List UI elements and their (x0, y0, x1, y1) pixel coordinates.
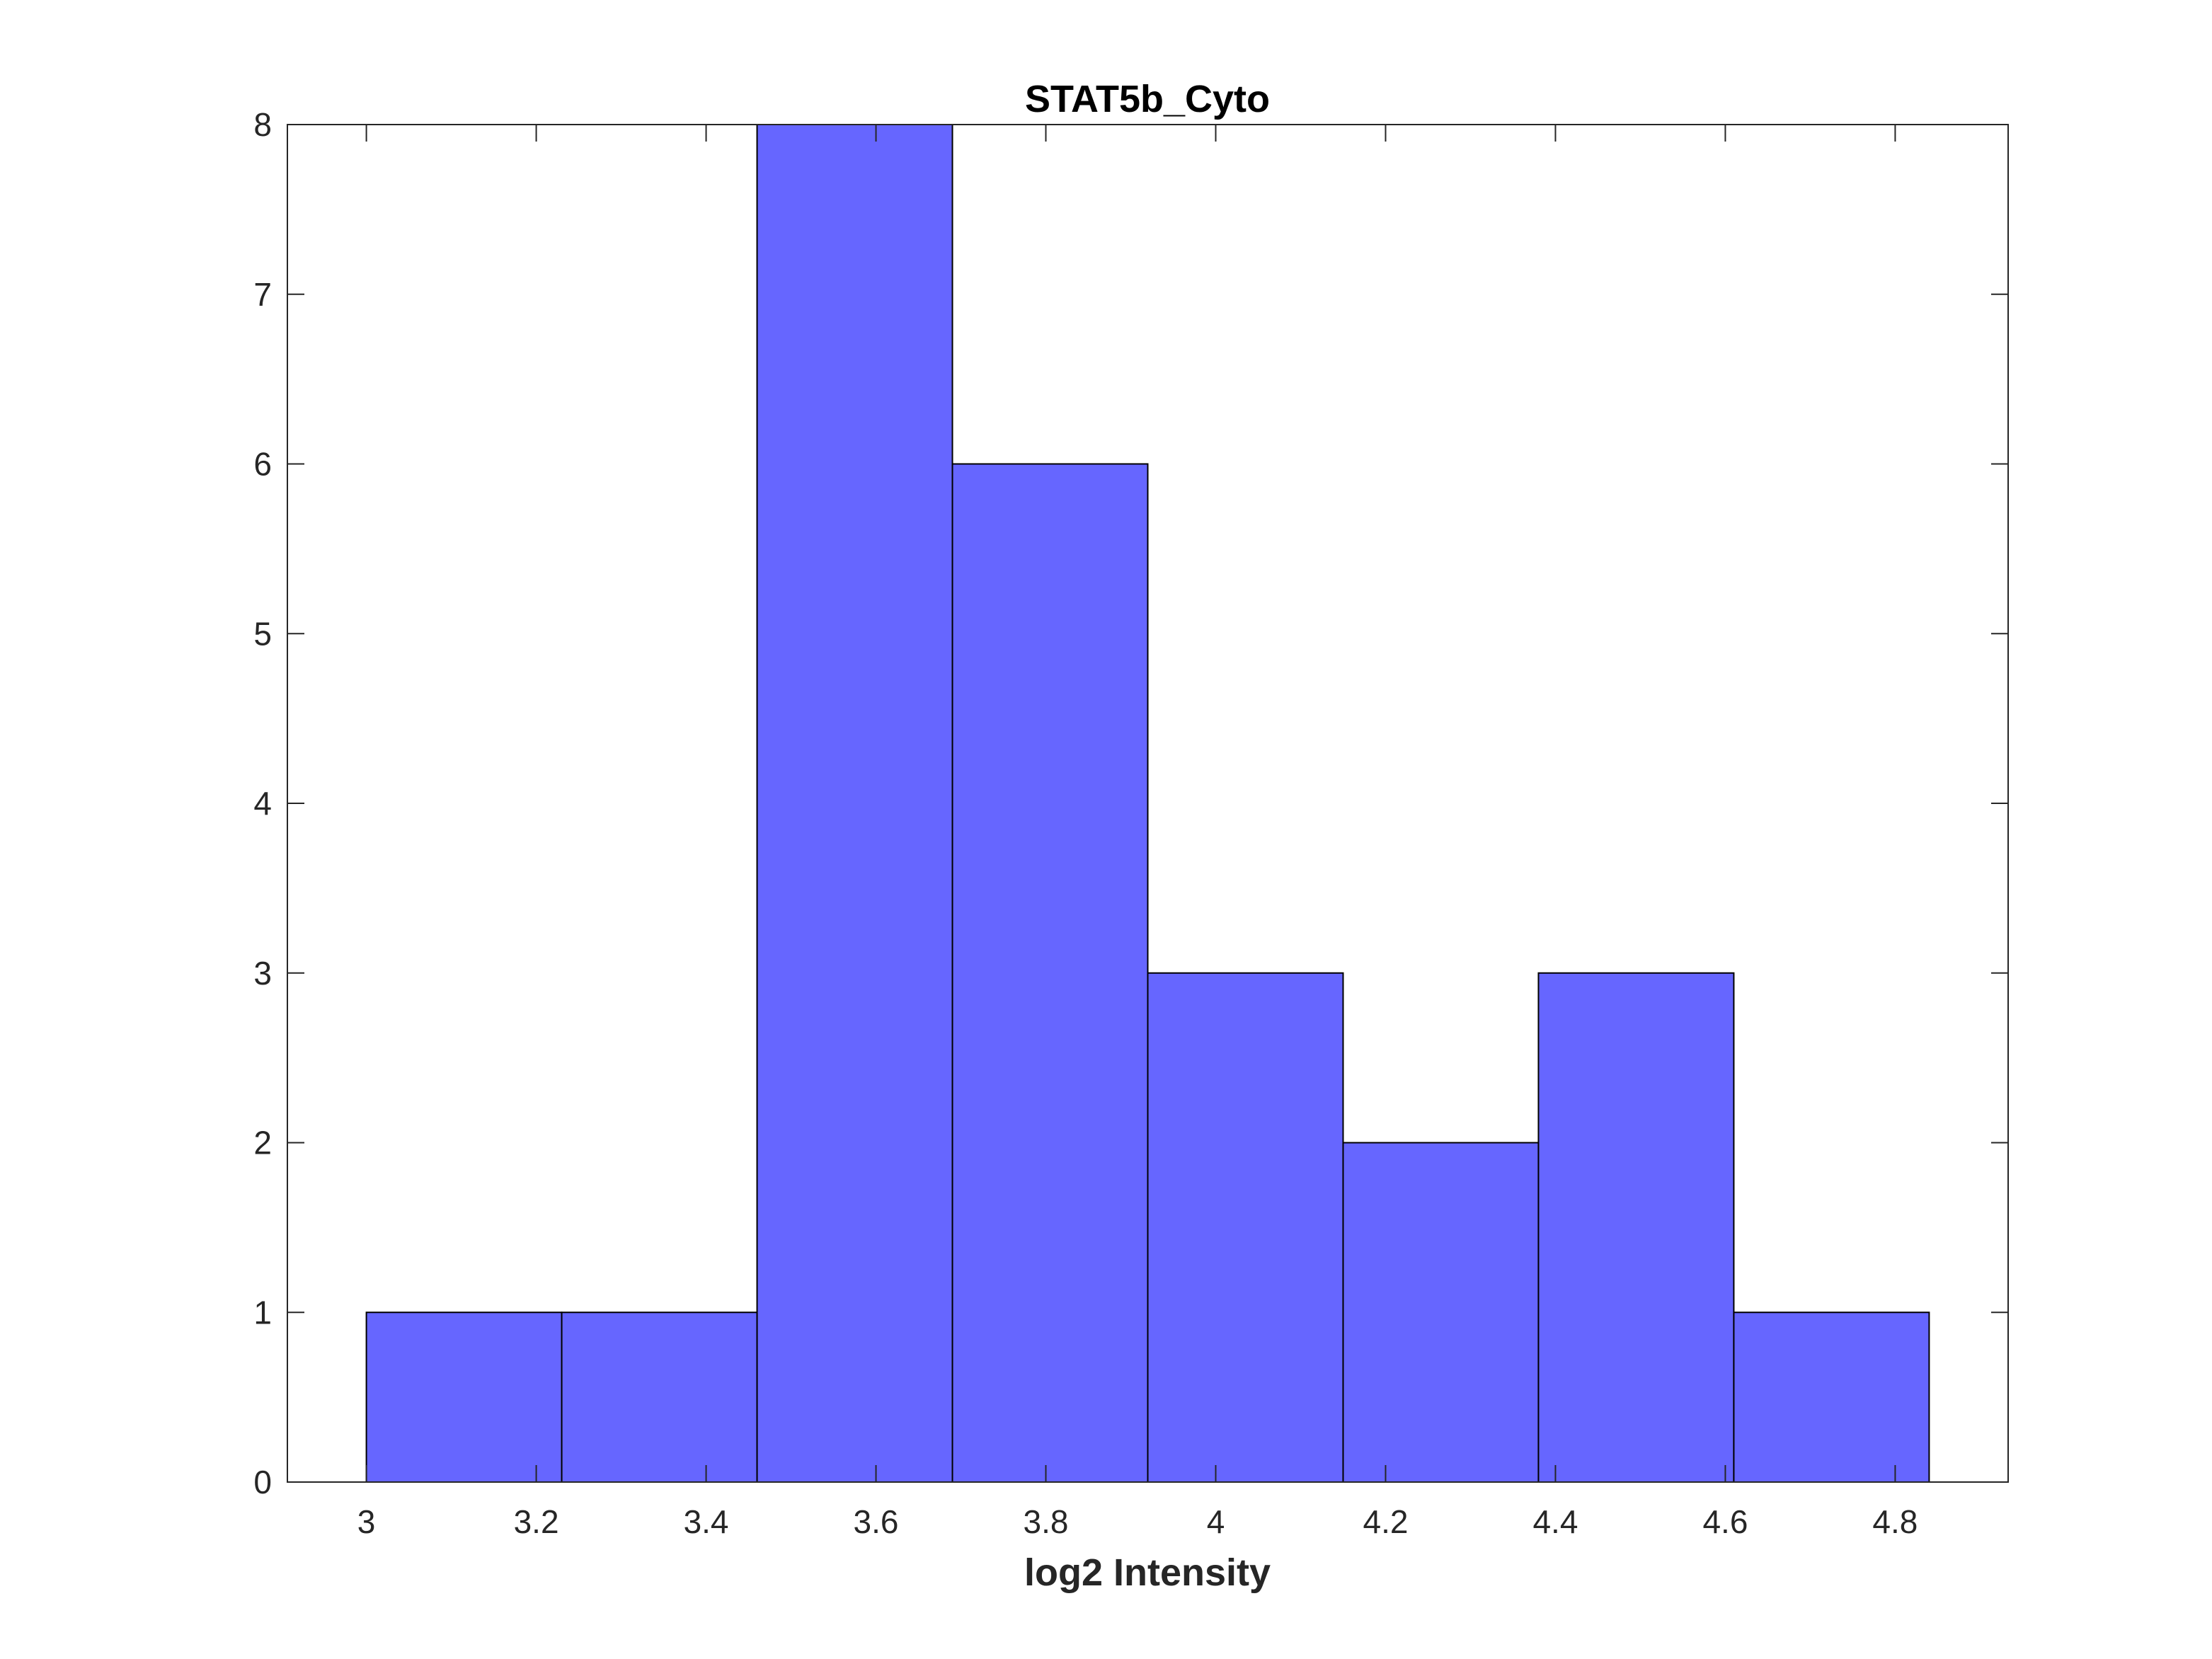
histogram-bar (365, 1311, 563, 1483)
y-tick-label: 1 (253, 1294, 272, 1331)
ticks-layer (287, 124, 2008, 1483)
y-tick-label: 4 (253, 785, 272, 822)
x-tick-label: 4.4 (1532, 1503, 1578, 1540)
x-tick-label: 4.2 (1363, 1503, 1408, 1540)
y-tick-label: 3 (253, 955, 272, 992)
histogram-bar (561, 1311, 758, 1483)
x-tick-label: 3.6 (854, 1503, 899, 1540)
x-tick-label: 3.2 (514, 1503, 559, 1540)
y-tick-label: 2 (253, 1125, 272, 1161)
histogram-bar (1733, 1311, 1930, 1483)
y-tick-label: 7 (253, 276, 272, 313)
x-axis-label: log2 Intensity (1024, 1551, 1271, 1594)
x-tick-label: 3.8 (1024, 1503, 1069, 1540)
x-tick-label: 3.4 (684, 1503, 729, 1540)
x-tick-label: 3 (357, 1503, 376, 1540)
histogram-bar (951, 463, 1149, 1483)
histogram-bar (1537, 972, 1735, 1483)
y-tick-label: 0 (253, 1464, 272, 1500)
y-tick-label: 6 (253, 446, 272, 483)
x-tick-labels: 3 3.2 3.4 3.6 3.8 4 4.2 4.4 4.6 4.8 (357, 1503, 1918, 1540)
histogram-bar (1147, 972, 1344, 1483)
histogram-bar (756, 124, 953, 1483)
histogram-bar (1342, 1142, 1540, 1483)
x-tick-label: 4.8 (1872, 1503, 1918, 1540)
y-tick-label: 5 (253, 615, 272, 652)
chart-title: STAT5b_Cyto (1025, 78, 1270, 120)
y-tick-labels: 0 1 2 3 4 5 6 7 8 (253, 106, 272, 1500)
x-tick-label: 4.6 (1702, 1503, 1748, 1540)
bars-layer (365, 124, 1930, 1483)
y-tick-label: 8 (253, 106, 272, 143)
x-tick-label: 4 (1207, 1503, 1225, 1540)
